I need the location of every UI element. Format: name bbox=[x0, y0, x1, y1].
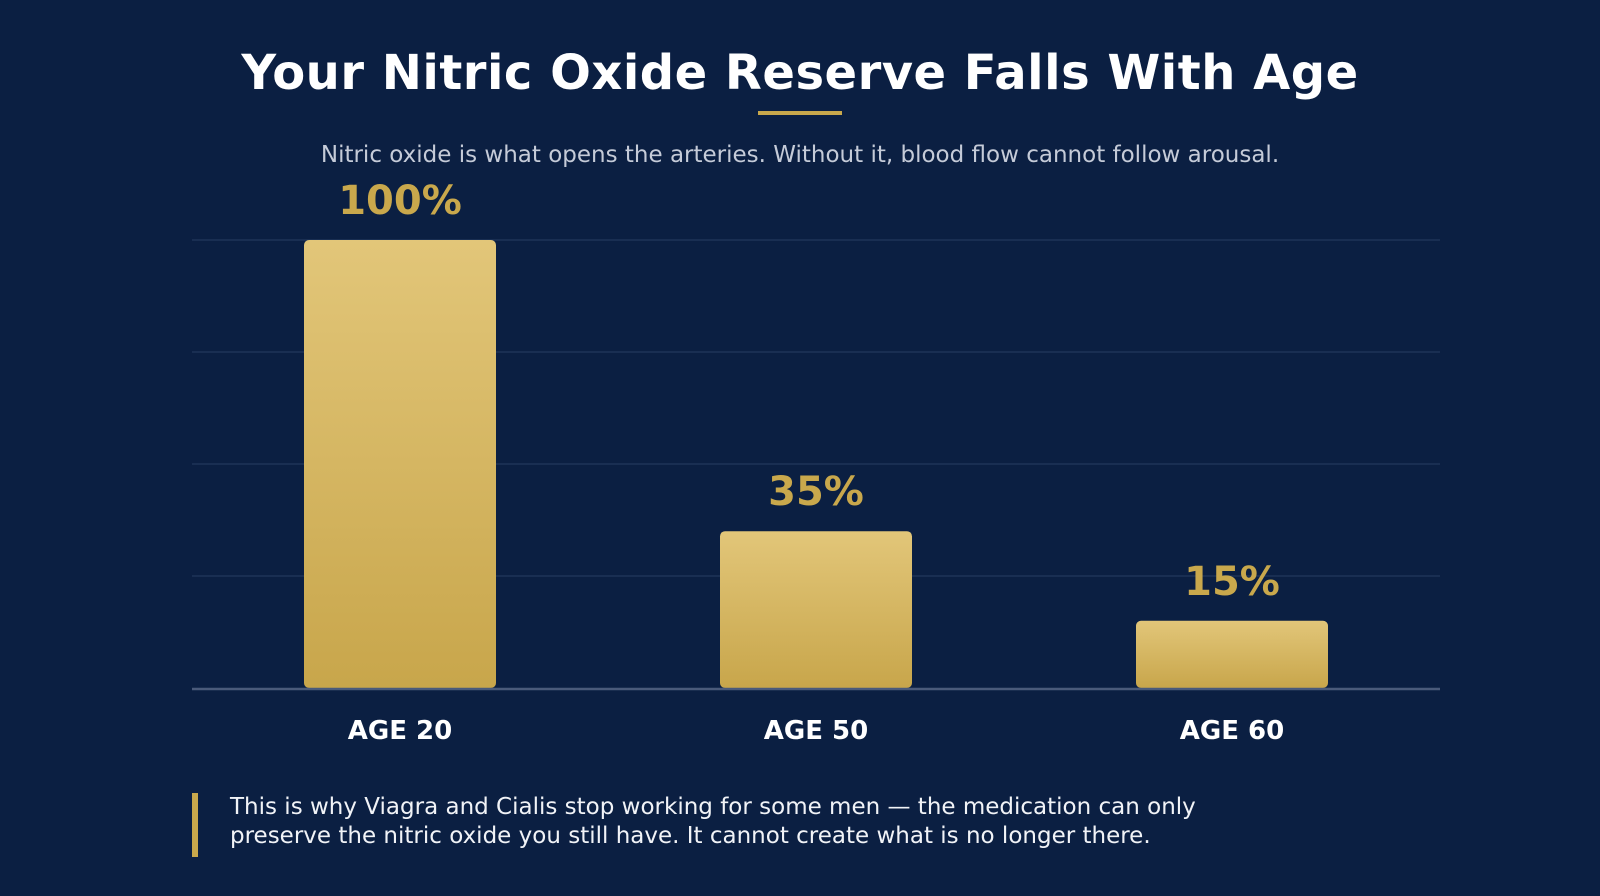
data-label: 35% bbox=[768, 469, 864, 515]
x-tick-label: AGE 50 bbox=[764, 716, 868, 746]
title-underline bbox=[758, 111, 842, 115]
chart-title: Your Nitric Oxide Reserve Falls With Age bbox=[241, 45, 1359, 101]
data-label: 100% bbox=[338, 178, 462, 224]
data-label: 15% bbox=[1184, 559, 1280, 605]
x-tick-labels: AGE 20 AGE 50 AGE 60 bbox=[348, 716, 1284, 746]
bars bbox=[304, 240, 1328, 688]
bar-age-60 bbox=[1136, 620, 1328, 688]
callout-box: This is why Viagra and Cialis stop worki… bbox=[192, 793, 1392, 857]
callout-text: This is why Viagra and Cialis stop worki… bbox=[230, 794, 1196, 849]
data-labels: 100% 35% 15% bbox=[338, 178, 1280, 605]
x-tick-label: AGE 20 bbox=[348, 716, 452, 746]
bar-age-50 bbox=[720, 531, 912, 688]
chart-subtitle: Nitric oxide is what opens the arteries.… bbox=[320, 142, 1280, 168]
bar-age-20 bbox=[304, 240, 496, 688]
x-tick-label: AGE 60 bbox=[1180, 716, 1284, 746]
